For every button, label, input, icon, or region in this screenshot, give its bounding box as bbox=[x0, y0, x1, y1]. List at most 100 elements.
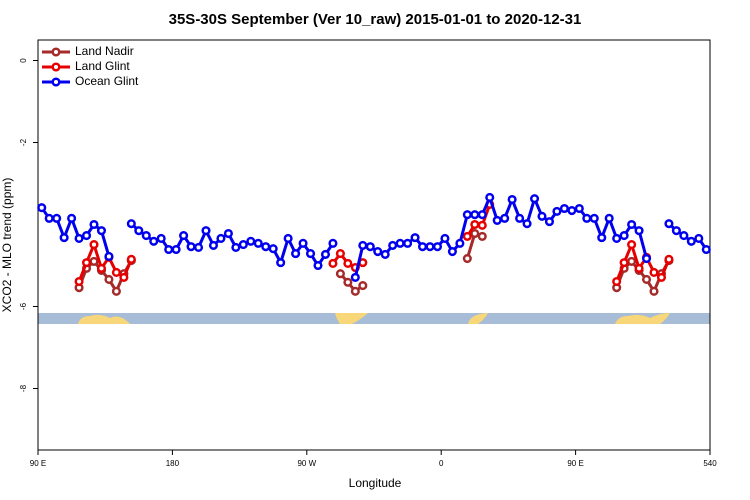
data-point bbox=[388, 240, 398, 250]
data-point bbox=[649, 267, 659, 278]
y-tick-label: -6 bbox=[19, 302, 28, 310]
data-point bbox=[283, 233, 293, 243]
data-point bbox=[320, 249, 331, 259]
data-point bbox=[164, 244, 174, 255]
data-point bbox=[223, 228, 233, 239]
data-point bbox=[298, 238, 308, 248]
y-tick-label: 0 bbox=[19, 58, 28, 63]
data-point bbox=[358, 281, 368, 291]
data-point bbox=[59, 233, 69, 243]
data-point bbox=[291, 249, 301, 259]
data-point bbox=[440, 233, 450, 243]
data-point bbox=[477, 231, 487, 241]
data-point bbox=[126, 219, 136, 229]
data-point bbox=[664, 254, 674, 264]
data-point bbox=[664, 219, 674, 229]
data-point bbox=[37, 203, 47, 213]
data-point bbox=[261, 242, 271, 252]
land-shape bbox=[78, 314, 130, 324]
data-point bbox=[559, 203, 569, 214]
data-point bbox=[552, 206, 562, 216]
data-point bbox=[246, 236, 256, 246]
data-point bbox=[268, 244, 278, 254]
data-point bbox=[96, 226, 107, 236]
land-shape bbox=[615, 313, 670, 324]
data-point bbox=[350, 286, 360, 296]
data-point bbox=[126, 254, 136, 264]
data-point bbox=[410, 233, 420, 243]
data-point bbox=[641, 253, 652, 264]
data-point bbox=[208, 240, 219, 250]
data-point bbox=[276, 258, 286, 268]
land-shape bbox=[468, 313, 488, 324]
legend-label: Ocean Glint bbox=[75, 74, 139, 88]
data-point bbox=[537, 211, 547, 221]
data-point bbox=[81, 258, 92, 268]
data-point bbox=[119, 272, 129, 282]
data-point bbox=[104, 274, 114, 284]
data-point bbox=[641, 274, 652, 284]
data-point bbox=[477, 210, 487, 220]
x-tick-label: 540 bbox=[703, 459, 717, 468]
data-point bbox=[156, 233, 166, 243]
data-point bbox=[403, 238, 413, 248]
data-point bbox=[350, 272, 360, 282]
data-point bbox=[634, 263, 644, 273]
data-point bbox=[455, 238, 465, 248]
data-point bbox=[238, 240, 248, 250]
data-point bbox=[619, 258, 629, 268]
legend-marker bbox=[51, 47, 61, 57]
data-point bbox=[567, 206, 577, 216]
data-point bbox=[395, 238, 405, 248]
data-point bbox=[485, 192, 495, 202]
data-point bbox=[425, 242, 435, 252]
data-point bbox=[253, 238, 263, 248]
data-point bbox=[627, 219, 637, 230]
data-point bbox=[627, 240, 637, 250]
land-shape bbox=[335, 313, 368, 324]
data-point bbox=[656, 272, 667, 282]
data-point bbox=[111, 267, 121, 278]
x-tick-label: 0 bbox=[439, 459, 444, 468]
data-point bbox=[597, 233, 607, 243]
data-point bbox=[604, 213, 614, 223]
y-axis-label: XCO2 - MLO trend (ppm) bbox=[0, 178, 14, 313]
data-point bbox=[104, 251, 114, 262]
data-point bbox=[186, 242, 196, 252]
data-point bbox=[216, 233, 226, 243]
data-point bbox=[500, 213, 510, 223]
x-tick-label: 90 E bbox=[30, 459, 46, 468]
data-point bbox=[67, 213, 77, 223]
data-point bbox=[417, 242, 428, 252]
data-point bbox=[335, 249, 345, 259]
data-point bbox=[89, 240, 99, 250]
data-point bbox=[373, 247, 383, 257]
data-point bbox=[328, 258, 338, 269]
data-point bbox=[694, 233, 704, 243]
data-point bbox=[81, 231, 92, 241]
data-point bbox=[52, 213, 62, 223]
y-tick-label: -8 bbox=[19, 384, 28, 392]
legend-marker bbox=[51, 77, 61, 87]
data-point bbox=[671, 226, 681, 236]
data-point bbox=[343, 277, 353, 287]
data-point bbox=[515, 213, 525, 223]
data-point bbox=[492, 215, 502, 225]
data-point bbox=[305, 249, 316, 259]
data-point bbox=[470, 228, 480, 239]
data-point bbox=[96, 263, 107, 273]
ocean-band bbox=[38, 313, 710, 324]
data-point bbox=[134, 226, 144, 236]
series-line bbox=[40, 193, 708, 278]
data-point bbox=[470, 210, 480, 220]
data-point bbox=[44, 213, 54, 223]
data-point bbox=[619, 231, 629, 241]
data-point bbox=[462, 253, 472, 264]
map-band bbox=[38, 313, 710, 324]
data-point bbox=[313, 260, 323, 271]
data-point bbox=[447, 247, 457, 257]
data-point bbox=[74, 233, 84, 243]
data-point bbox=[193, 242, 204, 253]
